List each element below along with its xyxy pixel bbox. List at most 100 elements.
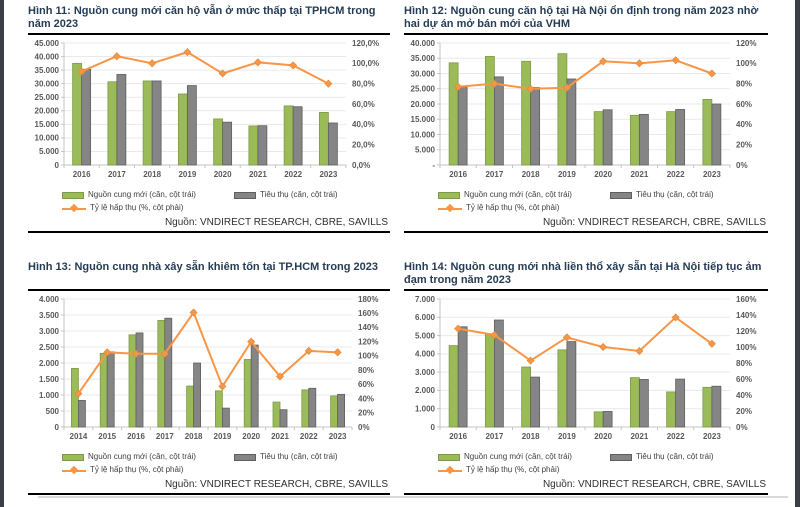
svg-text:2021: 2021	[249, 170, 267, 179]
svg-text:10.000: 10.000	[411, 130, 436, 139]
svg-text:100,0%: 100,0%	[352, 59, 379, 68]
svg-text:2016: 2016	[127, 432, 145, 441]
svg-text:0: 0	[55, 161, 60, 170]
svg-text:80,0%: 80,0%	[352, 79, 375, 88]
svg-text:2017: 2017	[485, 432, 503, 441]
svg-text:1.000: 1.000	[415, 405, 436, 414]
svg-text:0%: 0%	[358, 423, 370, 432]
chart-legend: Nguồn cung mới (căn, cột trái) Tiêu thụ …	[28, 451, 390, 477]
new-supply-swatch-icon	[62, 191, 84, 199]
svg-text:5.000: 5.000	[39, 147, 60, 156]
figure-panel-12: Hình 12: Nguồn cung căn hộ tại Hà Nội ổn…	[404, 5, 768, 233]
svg-text:120%: 120%	[736, 327, 756, 336]
svg-text:20,0%: 20,0%	[352, 140, 375, 149]
figure-box: - 5.000 10.000 15.000 20.000 25.000 30.000 35.0…	[404, 33, 768, 233]
legend-label: Nguồn cung mới (căn, cột trái)	[464, 190, 572, 199]
absorption-swatch-icon	[610, 191, 632, 199]
svg-text:30.000: 30.000	[35, 79, 60, 88]
svg-text:2022: 2022	[284, 170, 302, 179]
svg-text:0: 0	[55, 423, 60, 432]
page-divider-line	[38, 496, 788, 498]
svg-text:80%: 80%	[736, 359, 752, 368]
legend-item-new-supply: Nguồn cung mới (căn, cột trái)	[438, 189, 610, 201]
svg-text:15.000: 15.000	[411, 115, 436, 124]
combo-chart-hanoi-apartment-supply: - 5.000 10.000 15.000 20.000 25.000 30.000 35.0…	[404, 37, 768, 188]
svg-text:2022: 2022	[300, 432, 318, 441]
svg-text:2014: 2014	[70, 432, 88, 441]
svg-text:2018: 2018	[185, 432, 203, 441]
svg-text:60%: 60%	[736, 375, 752, 384]
svg-text:2016: 2016	[449, 432, 467, 441]
page-right-edge	[795, 0, 800, 507]
legend-label: Tỷ lệ hấp thụ (%, cột phải)	[90, 465, 184, 474]
svg-text:160%: 160%	[736, 295, 756, 304]
source-note: Nguồn: VNDIRECT RESEARCH, CBRE, SAVILLS	[542, 217, 766, 228]
legend-item-absorption: Tiêu thụ (căn, cột trái)	[610, 451, 714, 463]
svg-text:35.000: 35.000	[35, 66, 60, 75]
legend-item-absorption-rate: Tỷ lệ hấp thụ (%, cột phải)	[62, 464, 183, 476]
svg-text:3.500: 3.500	[39, 311, 60, 320]
svg-text:120,0%: 120,0%	[352, 39, 379, 48]
svg-text:140%: 140%	[736, 311, 756, 320]
svg-text:80%: 80%	[358, 366, 374, 375]
svg-text:5.000: 5.000	[415, 146, 436, 155]
figure-box: 0 500 1.000 1.500 2.000 2.500 3.000 3.500 4.000 0…	[28, 289, 390, 495]
combo-chart-hanoi-landed-supply: 0 1.000 2.000 3.000 4.000 5.000 6.000 7.000 0% 20…	[404, 293, 768, 450]
svg-text:20%: 20%	[736, 140, 752, 149]
svg-text:2019: 2019	[558, 170, 576, 179]
legend-item-absorption-rate: Tỷ lệ hấp thụ (%, cột phải)	[438, 202, 559, 214]
svg-text:20.000: 20.000	[35, 107, 60, 116]
svg-text:5.000: 5.000	[415, 331, 436, 340]
svg-text:2019: 2019	[178, 170, 196, 179]
svg-text:100%: 100%	[358, 352, 378, 361]
svg-text:2018: 2018	[522, 170, 540, 179]
svg-text:-: -	[432, 161, 435, 170]
figure-panel-13: Hình 13: Nguồn cung nhà xây sẵn khiêm tố…	[28, 261, 390, 495]
svg-text:20%: 20%	[736, 407, 752, 416]
svg-text:30.000: 30.000	[411, 69, 436, 78]
legend-label: Nguồn cung mới (căn, cột trái)	[464, 452, 572, 461]
svg-text:60%: 60%	[358, 380, 374, 389]
figure-title: Hình 11: Nguồn cung mới căn hộ vẫn ở mức…	[28, 5, 376, 30]
new-supply-swatch-icon	[438, 191, 460, 199]
svg-text:120%: 120%	[736, 39, 756, 48]
new-supply-swatch-icon	[438, 453, 460, 461]
legend-label: Nguồn cung mới (căn, cột trái)	[88, 452, 196, 461]
svg-text:40%: 40%	[358, 394, 374, 403]
combo-chart-hcmc-landed-supply: 0 500 1.000 1.500 2.000 2.500 3.000 3.500 4.000 0…	[28, 293, 390, 450]
svg-text:2017: 2017	[156, 432, 174, 441]
legend-item-absorption-rate: Tỷ lệ hấp thụ (%, cột phải)	[438, 464, 559, 476]
figure-box: 0 1.000 2.000 3.000 4.000 5.000 6.000 7.000 0% 20…	[404, 289, 768, 495]
source-note: Nguồn: VNDIRECT RESEARCH, CBRE, SAVILLS	[164, 217, 388, 228]
legend-item-new-supply: Nguồn cung mới (căn, cột trái)	[438, 451, 610, 463]
svg-text:2.500: 2.500	[39, 343, 60, 352]
page-left-edge	[0, 0, 4, 507]
svg-text:2020: 2020	[214, 170, 232, 179]
svg-text:2016: 2016	[73, 170, 91, 179]
svg-text:4.000: 4.000	[39, 295, 60, 304]
legend-item-absorption-rate: Tỷ lệ hấp thụ (%, cột phải)	[62, 202, 183, 214]
svg-text:40,0%: 40,0%	[352, 120, 375, 129]
svg-text:2023: 2023	[319, 170, 337, 179]
svg-text:2023: 2023	[329, 432, 347, 441]
figure-title: Hình 12: Nguồn cung căn hộ tại Hà Nội ổn…	[404, 5, 759, 30]
legend-item-absorption: Tiêu thụ (căn, cột trái)	[234, 451, 338, 463]
svg-text:100%: 100%	[736, 59, 756, 68]
svg-text:3.000: 3.000	[415, 368, 436, 377]
svg-text:2023: 2023	[703, 170, 721, 179]
svg-text:140%: 140%	[358, 323, 378, 332]
legend-label: Tiêu thụ (căn, cột trái)	[636, 190, 714, 199]
figure-panel-14: Hình 14: Nguồn cung mới nhà liền thổ xây…	[404, 261, 768, 495]
legend-label: Tỷ lệ hấp thụ (%, cột phải)	[466, 203, 560, 212]
legend-label: Tỷ lệ hấp thụ (%, cột phải)	[466, 465, 560, 474]
legend-label: Tiêu thụ (căn, cột trái)	[636, 452, 714, 461]
svg-text:45.000: 45.000	[35, 39, 60, 48]
svg-text:0: 0	[431, 423, 436, 432]
svg-text:2019: 2019	[558, 432, 576, 441]
svg-text:80%: 80%	[736, 79, 752, 88]
figure-title: Hình 13: Nguồn cung nhà xây sẵn khiêm tố…	[28, 261, 379, 273]
absorption-swatch-icon	[234, 191, 256, 199]
svg-text:2020: 2020	[594, 432, 612, 441]
svg-text:20%: 20%	[358, 409, 374, 418]
chart-legend: Nguồn cung mới (căn, cột trái) Tiêu thụ …	[28, 189, 390, 215]
